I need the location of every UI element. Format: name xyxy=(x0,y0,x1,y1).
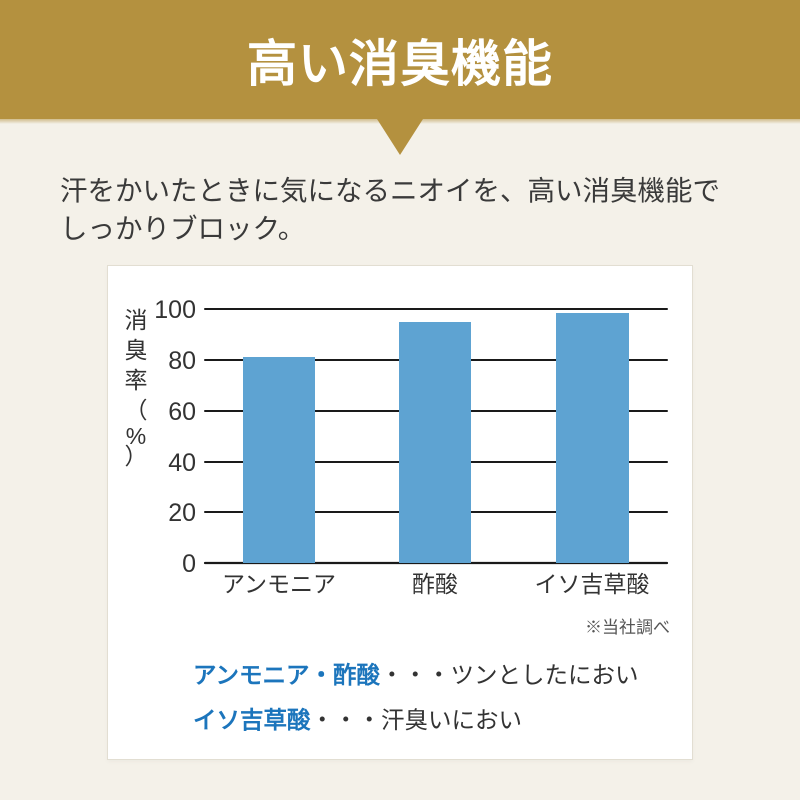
svg-text:）: ） xyxy=(125,443,148,469)
svg-text:臭: 臭 xyxy=(125,337,148,363)
svg-text:0: 0 xyxy=(182,550,196,578)
svg-text:80: 80 xyxy=(168,347,196,375)
svg-text:60: 60 xyxy=(168,398,196,426)
svg-text:20: 20 xyxy=(168,499,196,527)
svg-text:消: 消 xyxy=(125,307,148,333)
svg-text:イソ吉草酸: イソ吉草酸 xyxy=(535,571,650,597)
svg-text:100: 100 xyxy=(154,296,196,324)
svg-text:40: 40 xyxy=(168,449,196,477)
svg-text:率: 率 xyxy=(125,367,148,393)
svg-text:酢酸: 酢酸 xyxy=(412,571,458,597)
svg-text:アンモニア: アンモニア xyxy=(222,571,336,597)
svg-text:（: （ xyxy=(125,397,148,423)
